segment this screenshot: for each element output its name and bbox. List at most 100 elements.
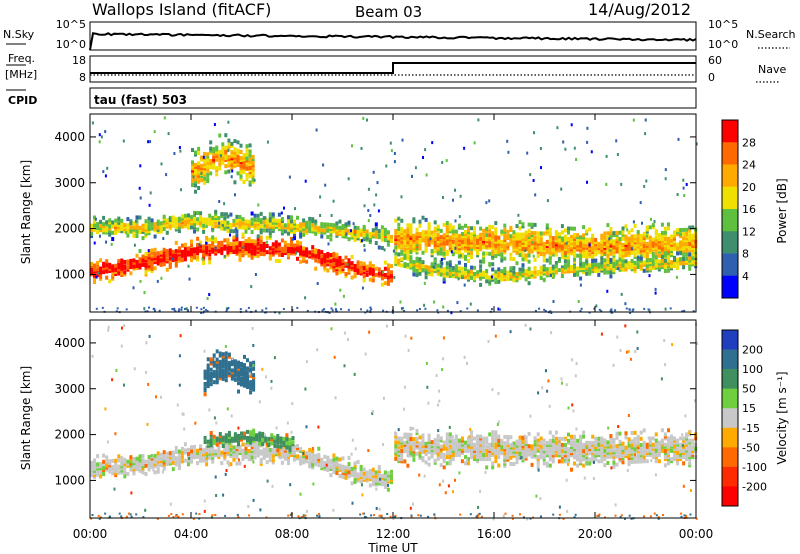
heatmap-cell [606,444,610,449]
heatmap-cell [621,243,625,247]
heatmap-cell [660,428,664,433]
heatmap-cell [386,242,390,247]
heatmap-cell [280,253,284,257]
heatmap-cell [129,467,133,472]
heatmap-cell [323,228,327,233]
heatmap-cell [244,227,248,232]
heatmap-cell [397,440,401,445]
heatmap-cell [259,252,263,256]
heatmap-cell [488,235,492,240]
heatmap-cell [621,247,625,252]
heatmap-cell [430,234,434,239]
heatmap-cell [380,276,384,281]
heatmap-cell [268,447,272,452]
heatmap-cell [621,236,625,241]
heatmap-cell [500,244,504,249]
heatmap-cell [265,218,269,223]
heatmap-cell [645,258,649,263]
heatmap-cell [202,225,206,230]
heatmap-cell [567,451,570,456]
heatmap-cell [296,256,299,261]
heatmap-cell [326,224,330,229]
heatmap-cell [341,258,345,263]
freq-label: Freq. [8,52,35,65]
heatmap-cell [573,434,576,439]
heatmap-cell [657,459,661,464]
heatmap-cell [329,222,333,227]
heatmap-cell [205,219,209,224]
heatmap-cell [308,216,312,221]
heatmap-cell [211,247,215,252]
heatmap-cell [624,449,628,454]
heatmap-cell [533,241,537,246]
heatmap-cell [165,230,169,235]
heatmap-cell [168,256,172,261]
heatmap-cell [609,434,613,438]
heatmap-cell [386,238,390,243]
heatmap-cell [442,233,446,238]
heatmap-cell [332,258,336,263]
heatmap-cell [521,448,525,453]
heatmap-cell [168,262,172,267]
heatmap-cell [506,270,510,275]
heatmap-cell [105,459,109,464]
heatmap-cell [390,276,393,281]
heatmap-cell [542,442,546,447]
heatmap-cell [421,238,425,243]
heatmap-cell [230,150,234,155]
heatmap-cell [180,218,184,223]
heatmap-cell [356,264,360,269]
beam-label: Beam 03 [355,3,422,21]
heatmap-cell [427,265,431,270]
heatmap-cell [202,454,206,459]
heatmap-cell [250,217,254,222]
heatmap-cell [230,154,234,159]
heatmap-cell [256,217,260,222]
heatmap-cell [615,444,619,449]
heatmap-cell [582,434,586,439]
heatmap-cell [627,437,631,442]
heatmap-cell [242,159,246,164]
heatmap-cell [627,236,631,241]
heatmap-cell [542,252,546,257]
heatmap-cell [457,438,461,443]
heatmap-cell [605,154,608,158]
heatmap-cell [390,149,393,153]
heatmap-cell [567,255,570,260]
heatmap-cell [350,275,354,280]
heatmap-cell [639,443,643,447]
heatmap-cell [299,455,303,460]
heatmap-cell [551,434,555,439]
heatmap-cell [445,455,449,460]
heatmap-cell [644,118,647,122]
heatmap-cell [377,469,381,474]
heatmap-cell [636,250,640,255]
heatmap-cell [482,251,486,256]
heatmap-cell [457,240,461,245]
heatmap-cell [114,458,118,463]
heatmap-cell [245,158,249,163]
heatmap-cell [371,467,375,472]
heatmap-cell [473,238,476,243]
heatmap-cell [214,451,218,456]
heatmap-cell [506,441,510,446]
heatmap-cell [308,452,312,456]
heatmap-cell [243,431,246,436]
heatmap-cell [403,309,406,312]
heatmap-cell [467,238,470,243]
heatmap-cell [382,309,385,312]
heatmap-cell [606,289,609,293]
heatmap-cell [445,221,449,225]
heatmap-cell [226,220,230,225]
heatmap-cell [642,260,646,265]
heatmap-cell [467,448,470,453]
heatmap-cell [470,255,473,260]
heatmap-cell [470,442,473,447]
heatmap-cell [409,259,413,264]
heatmap-cell [636,441,640,446]
heatmap-cell [203,180,207,185]
heatmap-cell [203,435,207,440]
heatmap-cell [500,273,504,278]
heatmap-cell [609,436,613,441]
heatmap-cell [165,224,169,229]
